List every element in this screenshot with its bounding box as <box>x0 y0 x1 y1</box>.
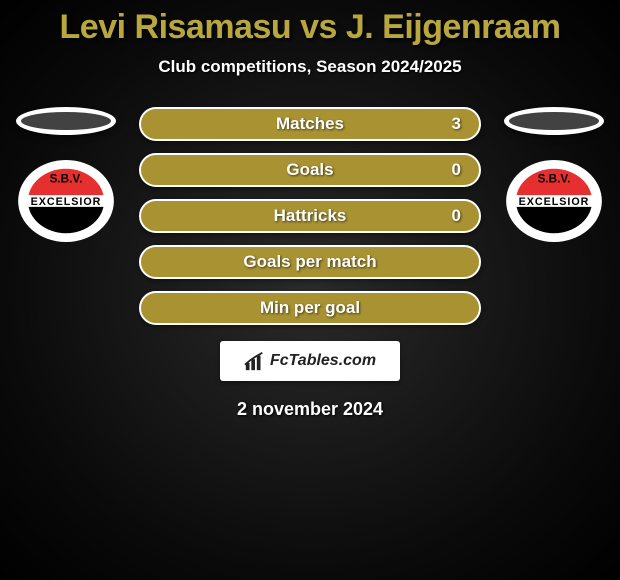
stat-pill-matches: Matches 3 <box>139 107 481 141</box>
watermark-badge: FcTables.com <box>220 341 400 381</box>
svg-text:EXCELSIOR: EXCELSIOR <box>519 196 590 208</box>
stat-label: Goals <box>286 160 333 180</box>
page-title: Levi Risamasu vs J. Eijgenraam <box>0 8 620 47</box>
main-row: S.B.V. EXCELSIOR Matches 3 Goals 0 Hattr… <box>0 107 620 325</box>
stat-pill-goals: Goals 0 <box>139 153 481 187</box>
club-logo-left: S.B.V. EXCELSIOR <box>17 159 115 243</box>
subtitle: Club competitions, Season 2024/2025 <box>0 57 620 77</box>
stat-label: Goals per match <box>243 252 376 272</box>
stat-pill-goals-per-match: Goals per match <box>139 245 481 279</box>
svg-text:S.B.V.: S.B.V. <box>50 172 83 185</box>
right-column: S.B.V. EXCELSIOR <box>499 107 609 243</box>
watermark-text: FcTables.com <box>270 352 376 370</box>
player-photo-placeholder-right <box>504 107 604 135</box>
stat-pill-min-per-goal: Min per goal <box>139 291 481 325</box>
stat-label: Min per goal <box>260 298 360 318</box>
date-text: 2 november 2024 <box>0 399 620 420</box>
stat-value: 0 <box>452 206 461 226</box>
left-column: S.B.V. EXCELSIOR <box>11 107 121 243</box>
player-photo-placeholder-left <box>16 107 116 135</box>
svg-text:S.B.V.: S.B.V. <box>538 172 571 185</box>
bar-chart-icon <box>244 350 266 372</box>
stat-value: 0 <box>452 160 461 180</box>
club-logo-right: S.B.V. EXCELSIOR <box>505 159 603 243</box>
svg-text:EXCELSIOR: EXCELSIOR <box>31 196 102 208</box>
stat-value: 3 <box>452 114 461 134</box>
stat-label: Hattricks <box>274 206 347 226</box>
stat-pill-hattricks: Hattricks 0 <box>139 199 481 233</box>
stat-label: Matches <box>276 114 344 134</box>
stats-column: Matches 3 Goals 0 Hattricks 0 Goals per … <box>139 107 481 325</box>
